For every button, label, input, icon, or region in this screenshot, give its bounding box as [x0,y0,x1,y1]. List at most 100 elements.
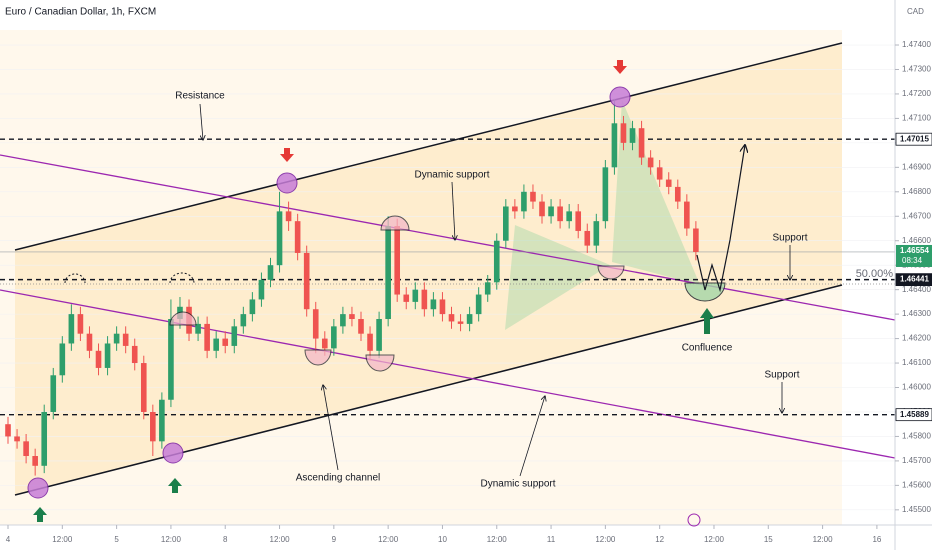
dynamic-support-line [0,289,895,459]
candle-body [331,326,337,349]
last-price-label: 1.46554 [900,246,929,255]
candle-body [530,191,536,202]
x-tick-label: 11 [547,535,556,544]
annotation: Confluence [682,343,733,354]
x-tick-label: 5 [114,535,119,544]
candle-body [249,299,256,315]
plot-area: Resistance Dynamic support Ascending cha… [0,30,895,525]
dynamic-support-line [0,154,895,321]
x-tick-label: 12:00 [813,535,834,544]
x-tick-label: 4 [6,535,11,544]
y-tick-label: 1.47100 [902,114,931,123]
up-arrow [33,507,47,522]
candle-body [168,319,174,400]
candle-body [629,128,636,143]
candle-body [430,299,437,310]
candle-body [204,323,210,351]
level-label: 1.46441 [900,275,929,284]
candle-body [684,201,690,229]
annotation: Dynamic support [414,170,489,181]
candle-body [59,343,66,376]
last-price-box [896,244,932,267]
candle-body [312,309,319,339]
candle-body [131,345,138,364]
candle-body [140,363,147,412]
candle-body [611,123,618,168]
y-tick-label: 1.46200 [902,334,931,343]
fib-label: 50.00% [856,268,894,280]
candle-body [258,279,265,300]
touch-point [27,477,49,499]
candle-body [23,441,29,457]
y-tick-label: 1.46700 [902,211,931,220]
level-label: 1.45889 [900,410,929,419]
candle-body [466,314,473,324]
candle-body [285,211,292,222]
candle-body [122,333,129,346]
candle-body [412,289,419,302]
candle-body [68,314,75,344]
x-tick-label: 12:00 [595,535,616,544]
candle-body [231,326,238,346]
candle-body [150,411,156,442]
x-tick-label: 9 [332,535,337,544]
candle-body [457,321,464,324]
candle-body [41,411,48,466]
countdown-label: 08:34 [902,256,923,265]
y-tick-label: 1.47300 [902,65,931,74]
candle-body [484,282,491,295]
candle-body [647,157,654,168]
candle-body [159,399,165,442]
swing-semicircle [380,215,410,231]
channel-fill [15,43,842,495]
candle-body [349,314,355,320]
x-tick-label: 16 [872,535,881,544]
candle-body [5,424,11,437]
candle-body [104,343,111,368]
x-tick-label: 12:00 [378,535,399,544]
candle-body [222,338,229,346]
y-tick-label: 1.46600 [902,236,931,245]
y-tick-label: 1.47200 [902,89,931,98]
candle-body [674,186,681,202]
y-tick-label: 1.46000 [902,383,931,392]
x-tick-label: 12:00 [270,535,291,544]
x-tick-label: 10 [438,535,447,544]
candle-body [584,230,591,246]
y-tick-label: 1.46800 [902,187,931,196]
level-label-box [895,408,932,422]
candle-body [638,128,645,158]
event-icon[interactable] [687,513,701,527]
up-arrow [168,478,182,493]
candle-body [439,299,446,315]
x-tick-label: 12:00 [487,535,508,544]
candle-body [95,350,102,368]
candle-body [294,221,301,253]
candle-body [267,265,274,280]
touch-point [609,86,631,108]
x-tick-label: 8 [223,535,228,544]
candle-body [385,226,391,320]
chart-title: Euro / Canadian Dollar, 1h, FXCM [5,7,156,18]
candle-body [340,314,346,327]
y-tick-label: 1.46400 [902,285,931,294]
candle-body [548,206,554,217]
candle-body [213,338,219,351]
up-arrow [700,308,714,334]
candle-body [367,333,373,351]
annotation: Ascending channel [296,473,381,484]
swing-arc [169,272,195,284]
candle-body [303,252,310,310]
y-tick-label: 1.45500 [902,505,931,514]
down-arrow [613,60,627,74]
level-label: 1.47015 [900,134,929,143]
candle-body [493,240,500,283]
candle-body [321,338,328,349]
annotation: Support [772,233,807,244]
candle-body [448,314,455,322]
annotation: Support [764,370,799,381]
candle-body [521,191,527,212]
candle-body [50,375,57,412]
candle-body [240,314,247,327]
